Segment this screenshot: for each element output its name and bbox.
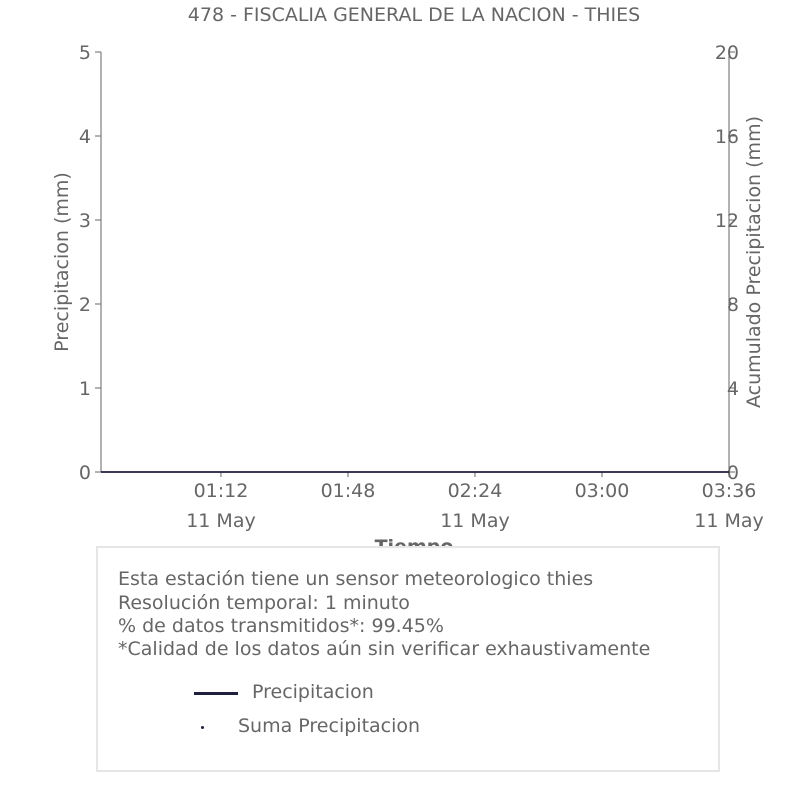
x-tick-date-label: 11 May (694, 510, 764, 532)
right-tick-label: 12 (715, 210, 739, 232)
right-tick-label: 0 (727, 462, 739, 484)
right-tick-label: 16 (715, 126, 739, 148)
data-quality-note: *Calidad de los datos aún sin verificar … (118, 638, 651, 660)
x-tick-time-label: 01:48 (321, 480, 376, 502)
station-sensor-text: Esta estación tiene un sensor meteorolog… (118, 568, 594, 590)
legend-line-swatch (194, 692, 238, 695)
x-tick-time-label: 03:00 (575, 480, 630, 502)
x-tick-time-label: 02:24 (448, 480, 503, 502)
legend-item-suma-precipitacion: Suma Precipitacion (238, 715, 421, 737)
x-tick-time-label: 01:12 (194, 480, 249, 502)
temporal-resolution-text: Resolución temporal: 1 minuto (118, 592, 410, 614)
data-transmitted-text: % de datos transmitidos*: 99.45% (118, 615, 444, 637)
x-tick-date-label: 11 May (186, 510, 256, 532)
chart-title: 478 - FISCALIA GENERAL DE LA NACION - TH… (188, 4, 640, 26)
y-axis-label-right: Acumulado Precipitacion (mm) (743, 116, 765, 408)
y-axis-label-left: Precipitacion (mm) (51, 172, 73, 352)
left-tick-label: 3 (79, 210, 91, 232)
left-tick-label: 4 (79, 126, 91, 148)
right-tick-label: 20 (715, 42, 739, 64)
left-tick-label: 1 (79, 378, 91, 400)
right-tick-label: 4 (727, 378, 739, 400)
left-y-ticks: 0 1 2 3 4 5 (79, 42, 101, 484)
right-tick-label: 8 (727, 294, 739, 316)
x-ticks: 01:12 11 May 01:48 02:24 11 May 03:00 03:36 11 … (186, 472, 764, 532)
legend-item-precipitacion: Precipitacion (252, 681, 374, 703)
left-tick-label: 0 (79, 462, 91, 484)
left-tick-label: 5 (79, 42, 91, 64)
legend-dot-swatch (201, 726, 204, 729)
info-legend-box: Esta estación tiene un sensor meteorolog… (96, 546, 720, 772)
x-tick-date-label: 11 May (440, 510, 510, 532)
x-tick-time-label: 03:36 (702, 480, 757, 502)
left-tick-label: 2 (79, 294, 91, 316)
right-y-ticks: 0 4 8 12 16 20 (715, 42, 739, 484)
